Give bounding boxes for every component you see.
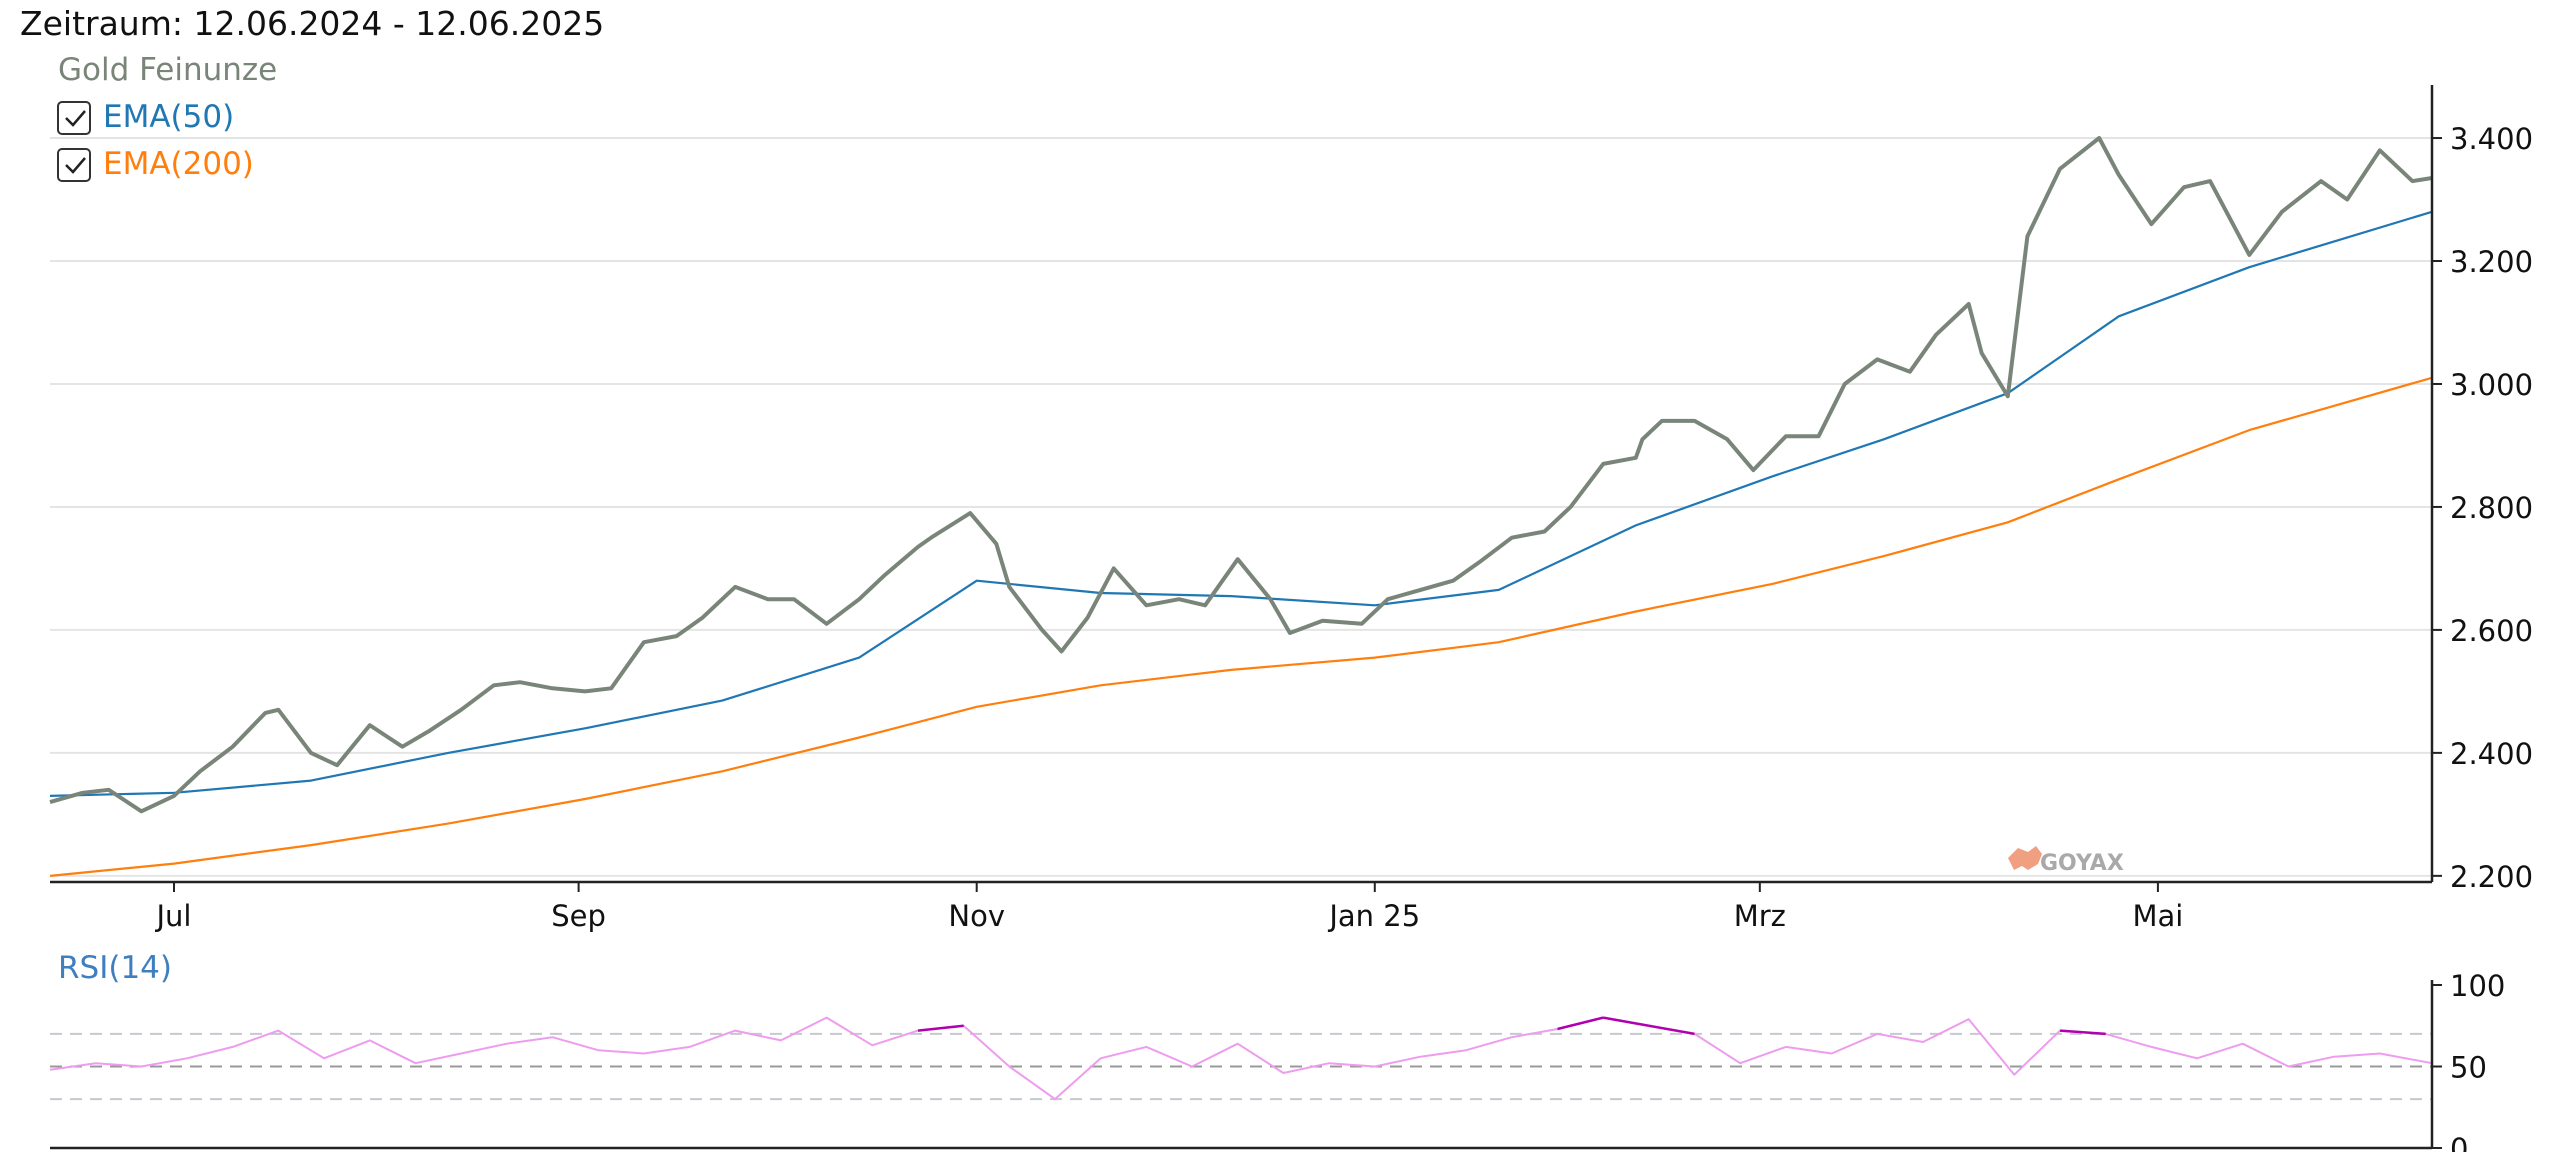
period-label: Zeitraum: 12.06.2024 - 12.06.2025 [20,4,605,43]
rsi-extreme-segment [1557,1016,1604,1031]
y-tick-label: 2.800 [2450,491,2533,525]
rsi-y-tick-label: 50 [2450,1051,2487,1085]
y-tick-label: 3.000 [2450,368,2533,402]
legend: Gold Feinunze EMA(50) EMA(200) [57,52,277,182]
rsi-panel: RSI(14) 0 50 100 [49,950,2505,1152]
bull-logo-icon [2008,846,2042,870]
y-tick-label: 3.200 [2450,245,2533,279]
main-gridlines [50,137,2432,877]
series-line-ema50 [49,210,2433,797]
y-tick-label: 2.600 [2450,614,2533,648]
legend-checkbox[interactable] [57,148,91,182]
x-axis: Jul Sep Nov Jan 25 Mrz Mai [154,882,2183,933]
rsi-extreme-segment [917,1024,964,1032]
y-tick-label: 3.400 [2450,122,2533,156]
series-line-price [49,136,2433,814]
x-tick-label: Mrz [1734,899,1786,933]
x-tick-label: Jul [154,899,191,933]
watermark-text: GOYAX [2040,851,2124,876]
main-series-group [49,136,2433,877]
checkmark-icon [65,157,86,174]
rsi-y-tick-label: 100 [2450,969,2505,1003]
rsi-extreme-segment [1602,1016,1650,1027]
legend-label[interactable]: EMA(50) [103,99,234,135]
series-line-ema200 [49,376,2433,877]
goyax-watermark: GOYAX [2008,846,2124,876]
legend-checkbox[interactable] [57,101,91,135]
rsi-extreme-segment [2059,1029,2106,1036]
rsi-y-tick-label: 0 [2450,1132,2468,1152]
legend-label[interactable]: EMA(200) [103,146,254,182]
x-tick-label: Nov [948,899,1005,933]
checkmark-icon [65,110,86,127]
x-tick-label: Jan 25 [1327,899,1420,933]
y-tick-label: 2.400 [2450,737,2533,771]
legend-label: Gold Feinunze [58,52,277,88]
rsi-line [49,1016,2433,1101]
y-tick-label: 2.200 [2450,860,2533,894]
rsi-extreme-segment [1648,1024,1695,1036]
main-axes [50,85,2434,884]
x-tick-label: Sep [551,899,606,933]
main-y-axis: 2.200 2.400 2.600 2.800 3.000 3.200 3.400 [2432,122,2533,894]
rsi-title: RSI(14) [58,950,172,986]
x-tick-label: Mai [2132,899,2183,933]
